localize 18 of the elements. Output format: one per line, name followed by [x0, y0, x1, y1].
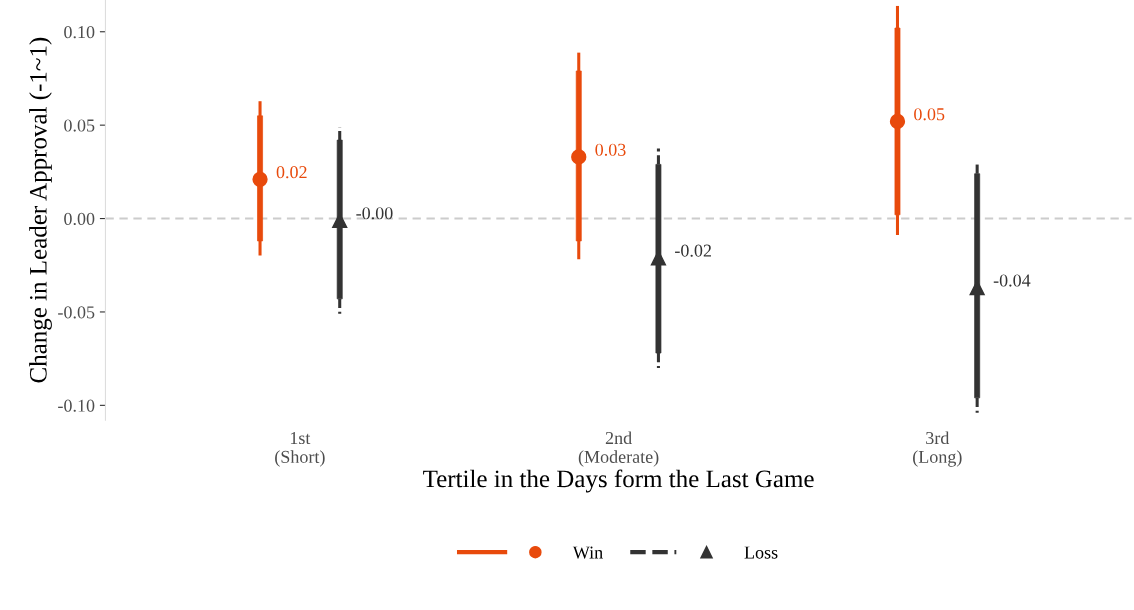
- x-axis-title: Tertile in the Days form the Last Game: [423, 469, 814, 493]
- x-tick-label: 1st (Short): [275, 432, 325, 467]
- legend-label: Win: [572, 546, 603, 559]
- x-tick-label: 3rd (Long): [913, 431, 962, 467]
- text: -0.00: [356, 207, 393, 220]
- x-tick-label: 2nd (Moderate): [578, 431, 659, 467]
- text: 0.02: [276, 166, 307, 179]
- text: 0.05: [914, 108, 945, 121]
- text: -0.04: [993, 274, 1031, 287]
- y-axis-title: Change in Leader Approval (-1~1): [29, 37, 52, 383]
- text: -0.02: [675, 244, 711, 257]
- y-tick-label: 0.00: [64, 212, 95, 226]
- y-tick-label: -0.05: [58, 306, 95, 319]
- text: 0.03: [595, 143, 626, 156]
- legend-label: Loss: [744, 546, 778, 559]
- y-tick-label: 0.10: [64, 26, 95, 39]
- y-tick-label: -0.10: [58, 399, 95, 412]
- y-tick-label: 0.05: [64, 119, 95, 132]
